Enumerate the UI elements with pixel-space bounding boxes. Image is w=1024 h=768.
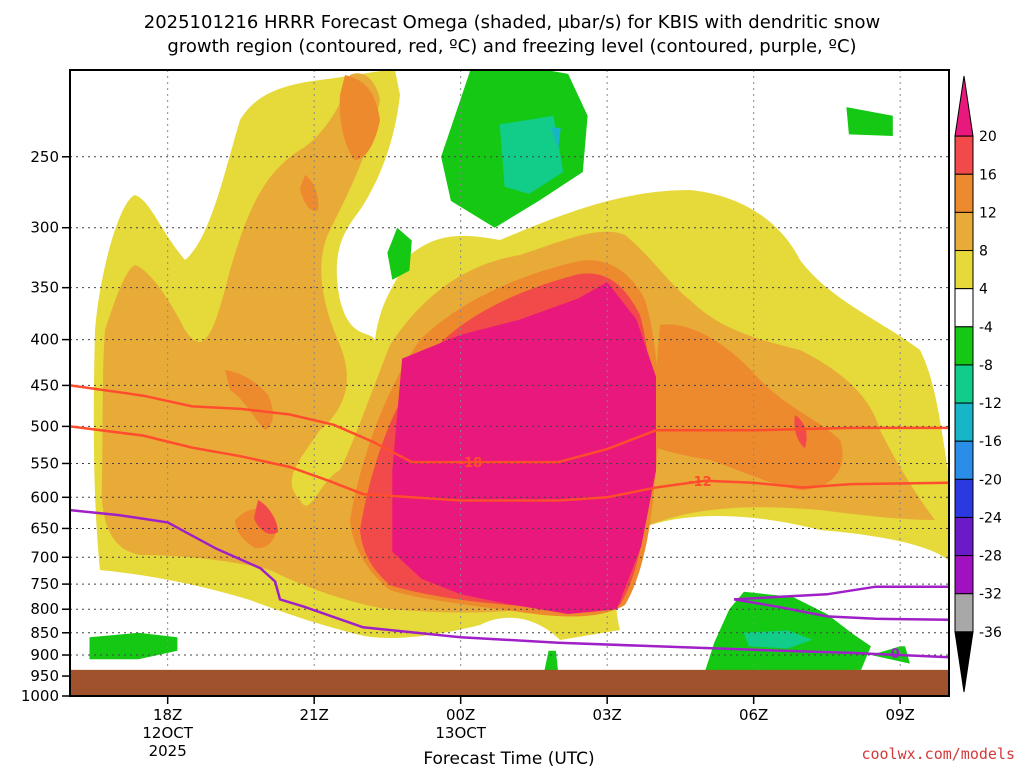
colorbar-tick-label: 12 xyxy=(979,205,997,221)
y-tick-label: 500 xyxy=(30,417,59,435)
colorbar-swatch xyxy=(954,402,974,442)
colorbar-tick-label: 16 xyxy=(979,167,997,183)
x-tick-label: 13OCT xyxy=(435,724,486,742)
colorbar-swatch xyxy=(954,593,974,633)
y-tick-label: 300 xyxy=(30,219,59,237)
y-tick-label: 250 xyxy=(30,148,59,166)
colorbar-swatch xyxy=(954,478,974,518)
y-tick-label: 800 xyxy=(30,600,59,618)
plot-frame xyxy=(69,69,950,697)
colorbar-tick-label: -20 xyxy=(979,472,1002,488)
ground xyxy=(70,669,949,696)
omega-region-8 xyxy=(499,115,564,194)
x-tick-label: 2025 xyxy=(149,742,187,760)
y-tick-label: 600 xyxy=(30,488,59,506)
x-tick-label: 12OCT xyxy=(142,724,193,742)
colorbar-swatch xyxy=(954,250,974,290)
contours: -18 -12 0 xyxy=(70,384,949,662)
colorbar-swatch xyxy=(954,364,974,404)
y-tick-label: 350 xyxy=(30,279,59,297)
y-tick-label: 400 xyxy=(30,331,59,349)
omega-region-4 xyxy=(387,227,412,280)
y-tick-label: 450 xyxy=(30,376,59,394)
omega-region-9 xyxy=(743,630,813,649)
x-tick-label: 06Z xyxy=(739,706,768,724)
x-tick-label: 00Z xyxy=(446,706,475,724)
chart-title-line1: 2025101216 HRRR Forecast Omega (shaded, … xyxy=(144,12,881,33)
omega-regions xyxy=(89,70,910,674)
colorbar-tick-label: 4 xyxy=(979,282,988,298)
colorbar-arrow-bottom xyxy=(954,631,974,693)
omega-region-0 xyxy=(392,282,656,614)
x-tick-label: 03Z xyxy=(592,706,621,724)
y-tick-label: 900 xyxy=(30,646,59,664)
contour-label: -18 xyxy=(459,456,483,471)
colorbar-tick-label: -32 xyxy=(979,587,1002,603)
omega-region-10 xyxy=(551,127,561,149)
x-tick-label: 09Z xyxy=(885,706,914,724)
x-axis-label: Forecast Time (UTC) xyxy=(423,749,594,768)
contour-label: 0 xyxy=(891,647,900,662)
contour-0 xyxy=(70,508,949,659)
y-tick-label: 700 xyxy=(30,548,59,566)
colorbar-tick-label: -8 xyxy=(979,358,993,374)
colorbar-tick-label: 8 xyxy=(979,244,988,260)
colorbar-swatch xyxy=(954,173,974,213)
colorbar-swatch xyxy=(954,516,974,557)
contour--18 xyxy=(70,384,949,464)
y-tick-label: 850 xyxy=(30,624,59,642)
omega-region-3 xyxy=(89,632,178,660)
contour--12 xyxy=(70,425,949,502)
colorbar-tick-label: -4 xyxy=(979,320,993,336)
colorbar-swatch xyxy=(954,211,974,252)
x-tick-label: 21Z xyxy=(299,706,328,724)
colorbar-tick-label: -12 xyxy=(979,396,1002,412)
colorbar-arrow-top xyxy=(954,75,974,137)
grid xyxy=(70,70,949,696)
contour-0-branch xyxy=(733,598,949,622)
credit-text: coolwx.com/models xyxy=(861,745,1015,763)
x-tick-label: 18Z xyxy=(153,706,182,724)
colorbar-tick-label: -36 xyxy=(979,625,1002,641)
y-tick-label: 650 xyxy=(30,519,59,537)
colorbar-swatch xyxy=(954,555,974,595)
y-tick-label: 750 xyxy=(30,575,59,593)
colorbar-tick-label: -28 xyxy=(979,549,1002,565)
y-axis: 250 300 350 400 450 500 550 600 650 700 750 800 850 9… xyxy=(21,148,70,705)
omega-region-7 xyxy=(543,650,559,674)
colorbar-swatch xyxy=(954,326,974,366)
colorbar-swatch xyxy=(954,135,974,175)
omega-region-5 xyxy=(846,107,893,136)
y-tick-label: 550 xyxy=(30,454,59,472)
colorbar-tick-label: 20 xyxy=(979,129,997,145)
colorbar: 20 16 12 8 4 -4 -8 -12 -16 -20 -24 -28 -32 -36 xyxy=(954,75,1002,693)
contour-0-upper xyxy=(734,585,949,601)
y-tick-label: 950 xyxy=(30,667,59,685)
colorbar-swatch xyxy=(954,288,974,328)
y-tick-label: 1000 xyxy=(21,687,59,705)
chart-title-line2: growth region (contoured, red, ºC) and f… xyxy=(167,36,856,57)
colorbar-swatch xyxy=(954,440,974,480)
plot-area: -18 -12 0 xyxy=(70,70,949,696)
colorbar-tick-label: -16 xyxy=(979,434,1002,450)
contour-label: -12 xyxy=(688,475,712,490)
colorbar-tick-label: -24 xyxy=(979,510,1002,526)
